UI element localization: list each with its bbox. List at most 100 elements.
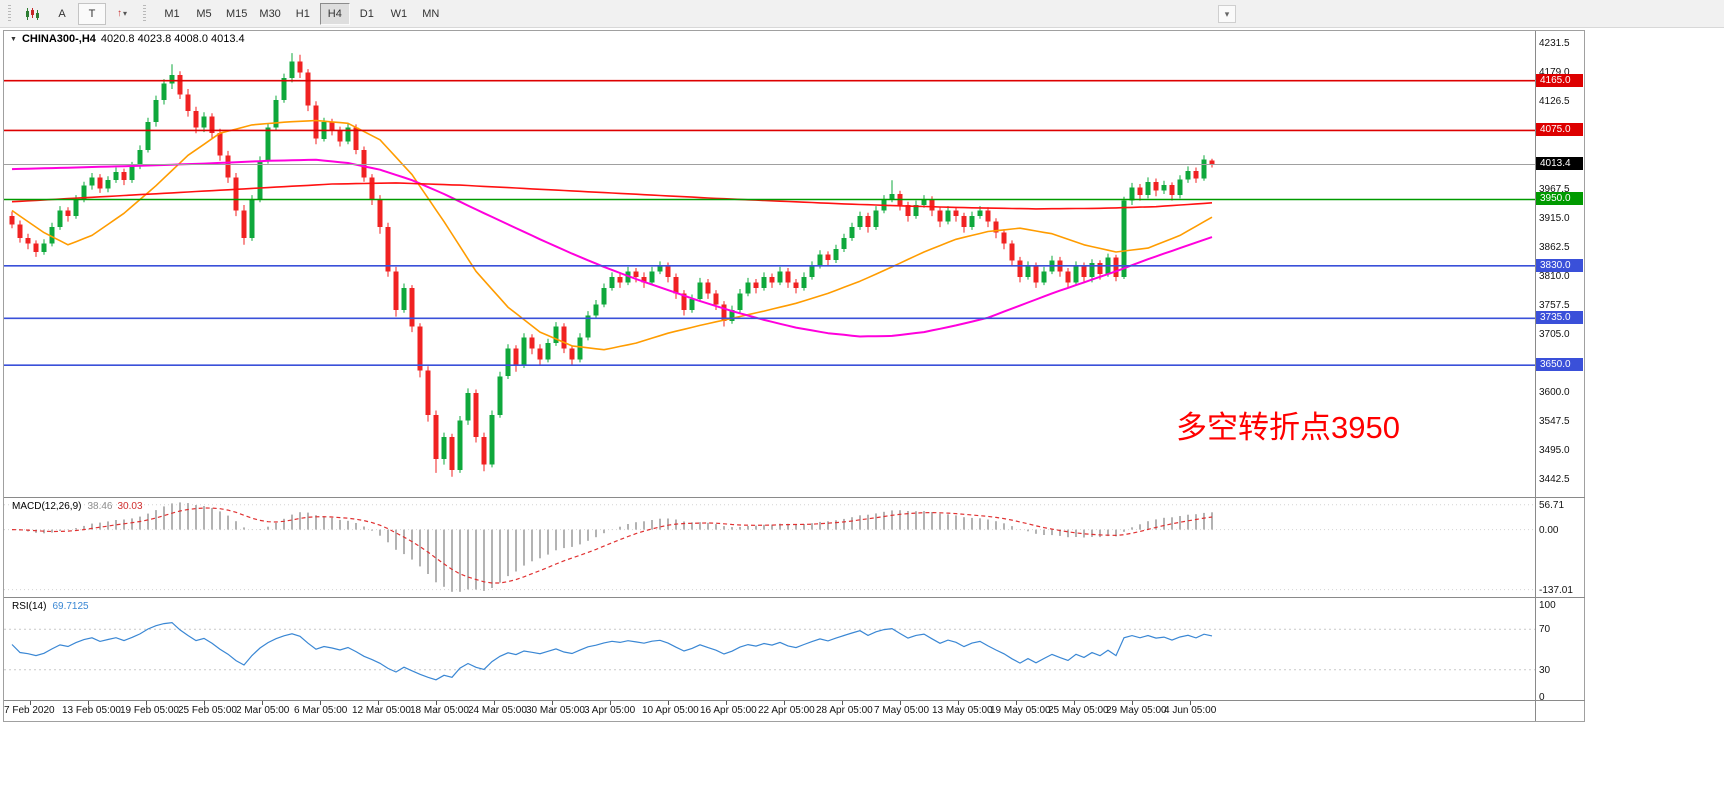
- toolbar-grip-2[interactable]: [143, 4, 146, 23]
- main-chart-canvas[interactable]: [4, 31, 1535, 497]
- timeframe-w1[interactable]: W1: [390, 7, 408, 20]
- symbol-label: CHINA300-,H4: [21, 33, 96, 45]
- time-tick: [1074, 701, 1075, 705]
- timeframe-m5[interactable]: M5: [196, 7, 212, 20]
- macd-main-value: 38.46: [87, 501, 113, 512]
- time-tick-label: 3 Apr 05:00: [584, 705, 636, 716]
- time-tick-label: 18 Mar 05:00: [410, 705, 469, 716]
- price-tick-label: 3600.0: [1539, 386, 1570, 398]
- macd-signal-value: 30.03: [117, 501, 143, 512]
- time-tick: [320, 701, 321, 705]
- price-tick-label: 3442.5: [1539, 473, 1570, 485]
- time-tick: [900, 701, 901, 705]
- time-tick: [494, 701, 495, 705]
- price-tick-label: 3495.0: [1539, 444, 1570, 456]
- ma-line-ma-xlong-red: [11, 182, 1213, 210]
- time-tick: [1132, 701, 1133, 705]
- macd-label: MACD(12,26,9) 38.46 30.03: [12, 501, 143, 512]
- ohlc-label: 4020.8 4023.8 4008.0 4013.4: [100, 33, 245, 45]
- price-tick-label: 3862.5: [1539, 241, 1570, 253]
- time-tick-label: 28 Apr 05:00: [816, 705, 873, 716]
- rsi-line: [11, 621, 1213, 681]
- timeframe-h4[interactable]: H4: [319, 2, 350, 25]
- macd-signal-line: [11, 507, 1213, 584]
- rsi-label: RSI(14) 69.7125: [12, 601, 89, 612]
- rsi-panel-canvas[interactable]: [4, 599, 1535, 700]
- chevron-down-icon: ▾: [122, 9, 127, 18]
- time-tick-label: 2 Mar 05:00: [236, 705, 290, 716]
- toolbar-grip[interactable]: [8, 4, 11, 23]
- time-tick-label: 19 Feb 05:00: [120, 705, 179, 716]
- time-tick-label: 25 Feb 05:00: [178, 705, 237, 716]
- ma-line-ma-fast-orange: [11, 119, 1213, 351]
- macd-axis-label: 0.00: [1539, 524, 1559, 536]
- price-tick-label: 3810.0: [1539, 270, 1570, 282]
- rsi-axis-label: 0: [1539, 692, 1545, 703]
- time-tick: [436, 701, 437, 705]
- time-tick-label: 4 Jun 05:00: [1164, 705, 1217, 716]
- toolbar-more-button[interactable]: ▾: [1218, 5, 1236, 23]
- time-tick-label: 12 Mar 05:00: [352, 705, 411, 716]
- price-tick-label: 3967.5: [1539, 183, 1570, 195]
- time-tick-label: 30 Mar 05:00: [526, 705, 585, 716]
- macd-panel-canvas[interactable]: [4, 499, 1535, 597]
- time-tick: [1016, 701, 1017, 705]
- time-tick: [378, 701, 379, 705]
- timeframe-m30[interactable]: M30: [259, 7, 281, 20]
- panel-separator[interactable]: [4, 497, 1585, 498]
- chart-type-button[interactable]: [18, 3, 46, 25]
- arrows-tool-button[interactable]: ↑ ▾: [108, 3, 136, 25]
- collapse-triangle-icon[interactable]: ▼: [10, 35, 17, 43]
- price-level-badge: 3950.0: [1536, 192, 1583, 206]
- time-tick: [784, 701, 785, 705]
- macd-histogram: [19, 502, 1213, 592]
- time-tick: [668, 701, 669, 705]
- toolbar: A T ↑ ▾ M1 M5 M15 M30 H1 H4 D1 W1 MN ▾: [0, 0, 1724, 28]
- price-tick-label: 3547.5: [1539, 415, 1570, 427]
- time-tick-label: 16 Apr 05:00: [700, 705, 757, 716]
- time-tick-label: 25 May 05:00: [1048, 705, 1109, 716]
- rsi-value: 69.7125: [52, 601, 89, 612]
- time-tick: [262, 701, 263, 705]
- time-tick-label: 7 Feb 2020: [4, 705, 55, 716]
- price-axis[interactable]: [1535, 31, 1536, 721]
- panel-separator[interactable]: [4, 597, 1585, 598]
- rsi-axis-label: 100: [1539, 600, 1556, 611]
- time-tick: [204, 701, 205, 705]
- price-tick-label: 4231.5: [1539, 38, 1570, 49]
- time-tick-label: 19 May 05:00: [990, 705, 1051, 716]
- time-tick-label: 7 May 05:00: [874, 705, 930, 716]
- timeframe-toolbar: M1 M5 M15 M30 H1 H4 D1 W1 MN: [156, 2, 447, 25]
- time-tick: [146, 701, 147, 705]
- rsi-axis-label: 30: [1539, 664, 1551, 676]
- time-tick: [1190, 701, 1191, 705]
- timeframe-m15[interactable]: M15: [226, 7, 248, 20]
- time-tick: [610, 701, 611, 705]
- price-level-badge: 3830.0: [1536, 258, 1583, 272]
- time-tick-label: 10 Apr 05:00: [642, 705, 699, 716]
- price-level-badge: 3650.0: [1536, 358, 1583, 372]
- macd-axis-label: 56.71: [1539, 499, 1565, 511]
- panel-separator: [4, 700, 1585, 701]
- time-tick: [958, 701, 959, 705]
- annotate-a-button[interactable]: A: [58, 7, 66, 20]
- timeframe-m1[interactable]: M1: [164, 7, 180, 20]
- candlestick-chart-icon: [26, 7, 39, 20]
- current-price-badge: 4013.4: [1536, 157, 1583, 171]
- candles: [9, 53, 1215, 477]
- price-level-badge: 3735.0: [1536, 311, 1583, 325]
- timeframe-h1[interactable]: H1: [295, 7, 310, 20]
- timeframe-d1[interactable]: D1: [359, 7, 374, 20]
- price-tick-label: 4126.5: [1539, 96, 1570, 107]
- rsi-name: RSI(14): [12, 601, 47, 612]
- ma-line-ma-long-magenta: [11, 158, 1213, 338]
- price-tick-label: 3757.5: [1539, 299, 1570, 311]
- price-tick-label: 3915.0: [1539, 212, 1570, 224]
- time-tick: [842, 701, 843, 705]
- annotation-text: 多空转折点3950: [1176, 410, 1400, 445]
- rsi-axis-label: 70: [1539, 624, 1551, 636]
- text-tool-button[interactable]: T: [78, 2, 106, 25]
- timeframe-mn[interactable]: MN: [422, 7, 440, 20]
- time-tick-label: 13 Feb 05:00: [62, 705, 121, 716]
- time-tick-label: 29 May 05:00: [1106, 705, 1167, 716]
